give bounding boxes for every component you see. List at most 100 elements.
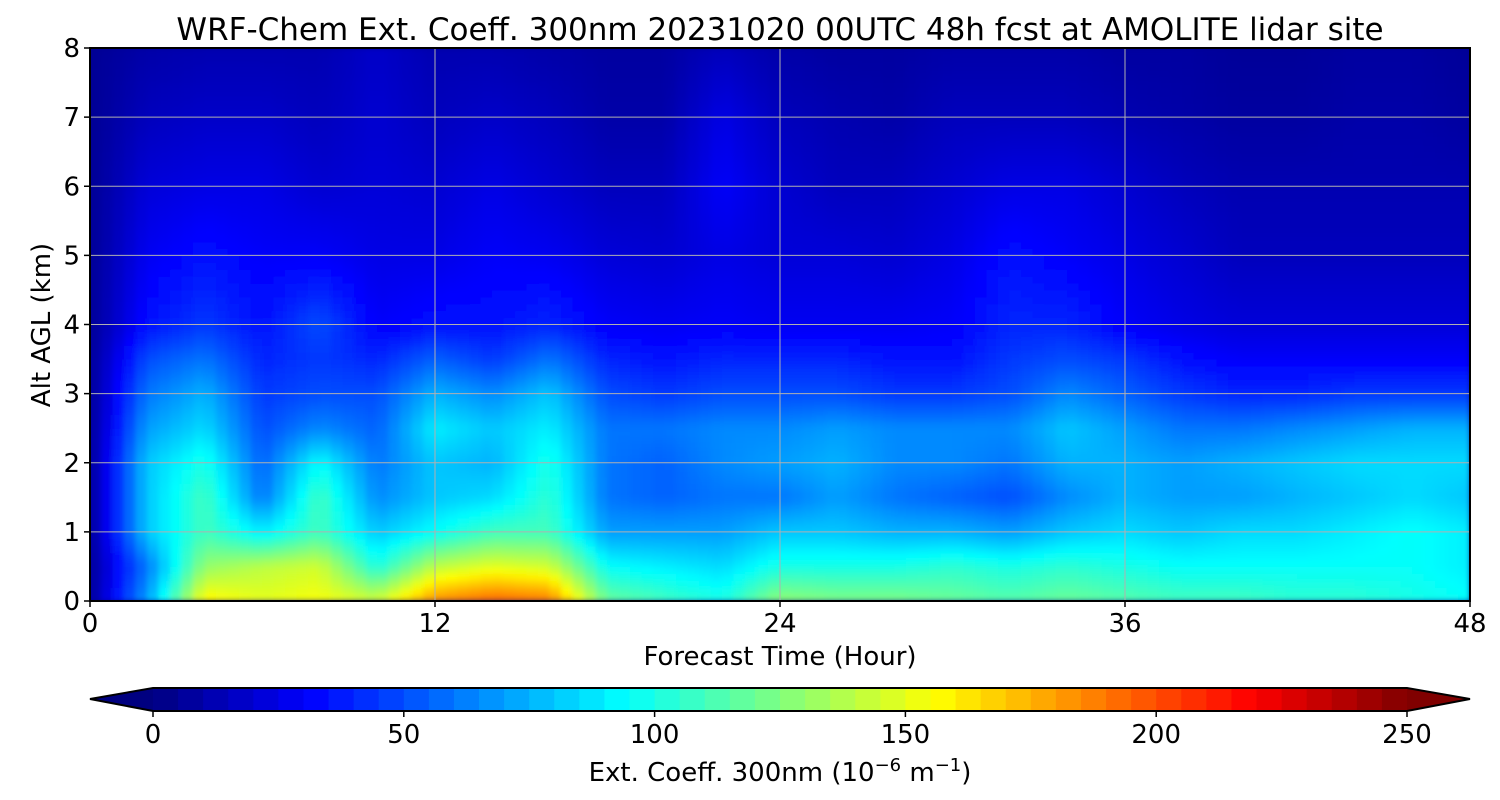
heatmap-cell: [860, 517, 873, 526]
heatmap-cell: [710, 434, 723, 443]
heatmap-cell: [860, 545, 873, 554]
heatmap-cell: [1331, 489, 1344, 498]
heatmap-cell: [181, 572, 194, 581]
heatmap-cell: [1044, 379, 1057, 388]
heatmap-cell: [860, 496, 873, 505]
heatmap-cell: [1262, 365, 1275, 374]
heatmap-cell: [204, 400, 217, 408]
heatmap-cell: [1182, 538, 1195, 547]
heatmap-cell: [1435, 489, 1448, 498]
heatmap-cell: [906, 427, 919, 436]
heatmap-cell: [549, 552, 562, 561]
heatmap-cell: [147, 420, 160, 429]
heatmap-cell: [158, 469, 171, 478]
heatmap-cell: [1251, 586, 1264, 595]
heatmap-cell: [147, 413, 160, 422]
heatmap-cell: [1320, 552, 1333, 561]
heatmap-cell: [952, 427, 965, 436]
heatmap-cell: [354, 420, 367, 429]
heatmap-cell: [227, 351, 240, 360]
heatmap-cell: [756, 351, 769, 360]
heatmap-cell: [538, 400, 551, 408]
heatmap-cell: [733, 344, 746, 353]
heatmap-cell: [1205, 400, 1218, 408]
heatmap-cell: [492, 593, 505, 601]
heatmap-cell: [1320, 420, 1333, 429]
heatmap-cell: [124, 358, 137, 367]
heatmap-cell: [802, 427, 815, 436]
heatmap-cell: [90, 545, 102, 554]
heatmap-cell: [848, 372, 861, 381]
heatmap-cell: [1228, 413, 1241, 422]
heatmap-cell: [193, 344, 206, 353]
heatmap-cell: [1274, 545, 1287, 554]
heatmap-cell: [561, 559, 574, 567]
heatmap-cell: [170, 330, 183, 339]
heatmap-cell: [1067, 365, 1080, 374]
heatmap-cell: [641, 330, 654, 339]
heatmap-cell: [1446, 559, 1459, 567]
heatmap-cell: [791, 510, 804, 519]
heatmap-cell: [1400, 413, 1413, 422]
heatmap-cell: [1228, 531, 1241, 540]
heatmap-cell: [158, 489, 171, 498]
heatmap-cell: [1274, 489, 1287, 498]
heatmap-cell: [1090, 324, 1103, 332]
heatmap-cell: [216, 372, 229, 381]
heatmap-cell: [308, 358, 321, 367]
heatmap-cell: [584, 469, 597, 478]
heatmap-cell: [285, 476, 298, 484]
heatmap-cell: [572, 393, 585, 402]
heatmap-cell: [630, 324, 643, 332]
heatmap-cell: [791, 455, 804, 464]
heatmap-cell: [101, 434, 114, 443]
heatmap-cell: [308, 324, 321, 332]
heatmap-cell: [273, 365, 286, 374]
heatmap-cell: [940, 565, 953, 574]
heatmap-cell: [848, 344, 861, 353]
heatmap-cell: [434, 503, 447, 512]
heatmap-cell: [480, 317, 493, 325]
heatmap-cell: [906, 379, 919, 388]
heatmap-cell: [308, 476, 321, 484]
heatmap-cell: [480, 572, 493, 581]
heatmap-cell: [1182, 489, 1195, 498]
heatmap-cell: [1067, 379, 1080, 388]
heatmap-cell: [526, 434, 539, 443]
heatmap-cell: [273, 310, 286, 319]
heatmap-cell: [1285, 538, 1298, 547]
heatmap-cell: [411, 476, 424, 484]
heatmap-cell: [1101, 448, 1114, 457]
heatmap-cell: [825, 469, 838, 478]
heatmap-cell: [262, 565, 275, 574]
heatmap-cell: [940, 510, 953, 519]
heatmap-cell: [1458, 524, 1470, 533]
heatmap-cell: [779, 317, 792, 325]
heatmap-cell: [342, 317, 355, 325]
heatmap-cell: [1159, 434, 1172, 443]
heatmap-cell: [1182, 559, 1195, 567]
heatmap-cell: [733, 455, 746, 464]
heatmap-cell: [940, 579, 953, 588]
heatmap-cell: [135, 393, 148, 402]
heatmap-cell: [1446, 572, 1459, 581]
heatmap-cell: [1285, 559, 1298, 567]
heatmap-cell: [779, 559, 792, 567]
heatmap-cell: [1182, 386, 1195, 395]
heatmap-cell: [676, 510, 689, 519]
heatmap-cell: [699, 476, 712, 484]
heatmap-cell: [952, 330, 965, 339]
heatmap-cell: [1366, 503, 1379, 512]
heatmap-cell: [745, 351, 758, 360]
heatmap-cell: [986, 489, 999, 498]
heatmap-cell: [1446, 552, 1459, 561]
heatmap-cell: [285, 503, 298, 512]
heatmap-cell: [768, 413, 781, 422]
heatmap-cell: [710, 469, 723, 478]
heatmap-cell: [1343, 565, 1356, 574]
heatmap-cell: [756, 552, 769, 561]
heatmap-cell: [480, 517, 493, 526]
heatmap-cell: [181, 545, 194, 554]
heatmap-cell: [342, 365, 355, 374]
heatmap-cell: [952, 559, 965, 567]
